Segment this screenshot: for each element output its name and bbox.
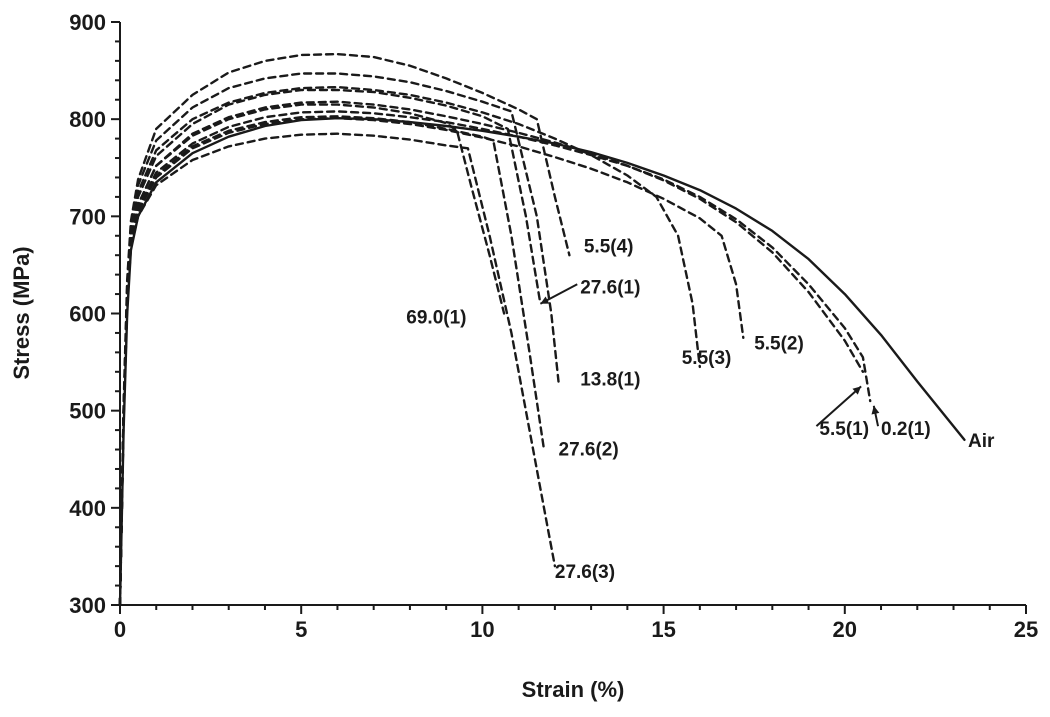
annotation-arrowhead (871, 405, 880, 415)
x-tick-label: 5 (295, 617, 307, 642)
annotations: Air 0.2(1) 5.5(1) 5.5(2) 5.5(3) 5.5(4) 13.8(1)… (406, 236, 995, 583)
series-label: 27.6(2) (559, 440, 619, 461)
y-tick-label: 300 (69, 593, 106, 618)
series-label: 5.5(3) (682, 348, 732, 369)
x-tick-label: 10 (470, 617, 494, 642)
x-tick-label: 20 (833, 617, 857, 642)
series-line-air (118, 117, 966, 607)
series-line-27-6-3- (118, 132, 557, 607)
y-tick-label: 600 (69, 302, 106, 327)
series-label: 13.8(1) (580, 370, 640, 391)
x-tick-label: 15 (651, 617, 675, 642)
series-line-5-5-1- (118, 100, 865, 607)
series-label: 5.5(1) (819, 419, 869, 440)
x-tick-label: 0 (114, 617, 126, 642)
series-label: 27.6(1) (580, 277, 640, 298)
annotation-arrow (815, 385, 862, 427)
series-label: 5.5(4) (584, 236, 634, 257)
series-label: 0.2(1) (881, 419, 931, 440)
series-line-13-8-1- (118, 72, 560, 607)
series-curves (118, 52, 966, 607)
x-tick-label: 25 (1014, 617, 1038, 642)
series-line-0-2-1- (118, 110, 872, 607)
plot-area: 0 5 10 15 20 25 300 400 500 600 700 800 900 Air 0.2(1… (69, 10, 1038, 642)
series-line-5-5-3- (118, 85, 701, 607)
series-line-69-0-1- (118, 103, 506, 607)
annotation-arrowhead (540, 296, 550, 304)
series-label: Air (968, 431, 995, 452)
y-tick-label: 500 (69, 399, 106, 424)
series-label: 27.6(3) (555, 562, 615, 583)
annotation-arrowhead (852, 386, 862, 395)
y-axis-title: Stress (MPa) (9, 246, 34, 379)
series-label: 5.5(2) (754, 334, 804, 355)
y-tick-label: 400 (69, 496, 106, 521)
series-line-27-6-2- (118, 115, 546, 607)
y-tick-label: 700 (69, 204, 106, 229)
series-label: 69.0(1) (406, 307, 466, 328)
y-tick-label: 800 (69, 107, 106, 132)
x-axis-title: Strain (%) (522, 677, 625, 702)
ticks: 0 5 10 15 20 25 300 400 500 600 700 800 900 (69, 10, 1038, 642)
y-tick-label: 900 (69, 10, 106, 35)
